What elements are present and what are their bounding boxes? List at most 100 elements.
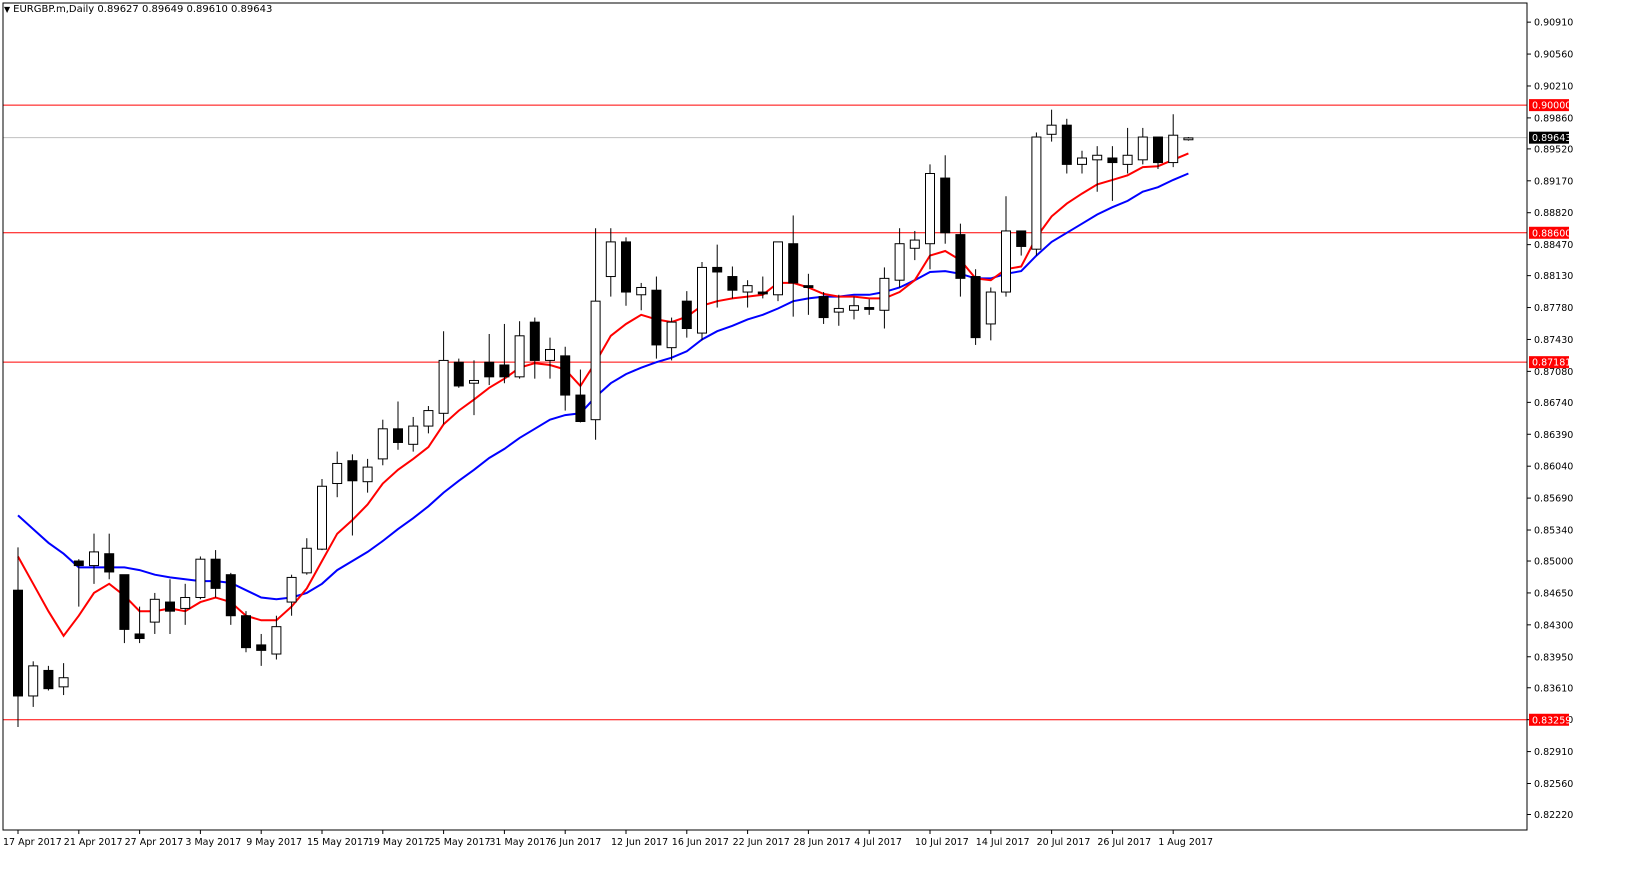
candle-body — [742, 285, 753, 293]
candle — [712, 244, 723, 308]
candle-body — [1046, 124, 1057, 135]
x-tick-label: 20 Jul 2017 — [1037, 837, 1091, 848]
y-tick-label: 0.85000 — [1534, 557, 1573, 568]
candle-body — [408, 425, 419, 445]
candle — [377, 419, 388, 466]
y-tick-label: 0.88820 — [1534, 208, 1573, 219]
candle-body — [940, 177, 951, 234]
axes: 0.90910 0.90560 0.90210 0.89860 0.89520 0.891… — [2, 2, 1573, 848]
candle-body — [1122, 154, 1133, 165]
candle — [347, 454, 358, 536]
candle-body — [499, 364, 510, 378]
candle-body — [469, 379, 479, 384]
candle — [529, 317, 540, 379]
level-label-bg — [1529, 713, 1569, 726]
x-tick-label: 1 Aug 2017 — [1158, 837, 1213, 848]
candle-body — [1077, 157, 1087, 165]
x-tick-label: 25 May 2017 — [429, 837, 491, 848]
candle-body — [104, 553, 115, 573]
candle — [28, 661, 39, 707]
ohlc-readout: 0.89627 0.89649 0.89610 0.89643 — [97, 4, 273, 15]
candle — [301, 538, 312, 575]
candle — [271, 615, 282, 660]
y-tick-label: 0.87780 — [1534, 303, 1573, 314]
candle — [1092, 146, 1103, 192]
y-tick-label: 0.84650 — [1534, 588, 1573, 599]
x-tick-label: 31 May 2017 — [489, 837, 551, 848]
candle-body — [438, 359, 449, 414]
candle-body — [484, 361, 495, 378]
candle-body — [1137, 136, 1148, 161]
candle — [13, 547, 23, 727]
candle — [195, 556, 206, 600]
candle — [909, 230, 920, 261]
candle — [408, 416, 419, 452]
candle — [985, 287, 996, 341]
candle-body — [149, 598, 160, 623]
candle — [469, 360, 479, 416]
candle — [925, 164, 935, 270]
candle-body — [955, 234, 966, 279]
candle — [165, 579, 175, 634]
candles — [13, 109, 1194, 727]
triangle-down-icon[interactable]: ▼ — [4, 5, 11, 14]
candle-body — [605, 241, 616, 278]
x-tick-label: 21 Apr 2017 — [64, 837, 123, 848]
candle-body — [864, 307, 875, 310]
y-tick-label: 0.83610 — [1534, 683, 1573, 694]
candle — [1137, 127, 1148, 165]
candle-body — [165, 601, 175, 612]
candle — [864, 299, 875, 315]
candle — [757, 276, 768, 299]
candle-body — [423, 410, 434, 427]
candle-body — [317, 485, 327, 550]
y-tick-label: 0.82560 — [1534, 779, 1573, 790]
candle — [773, 241, 783, 302]
candle — [818, 292, 829, 324]
candle — [590, 228, 601, 440]
x-tick-label: 19 May 2017 — [368, 837, 430, 848]
candle — [73, 559, 84, 607]
candle — [788, 215, 799, 317]
level-label-bg — [1529, 99, 1569, 112]
candle — [940, 155, 951, 244]
candle — [256, 633, 267, 666]
candle — [1061, 118, 1072, 174]
candle — [438, 331, 449, 425]
candle-body — [757, 291, 768, 295]
candle-body — [377, 428, 388, 460]
y-tick-label: 0.87430 — [1534, 335, 1573, 346]
candle-body — [241, 615, 251, 649]
candle — [1153, 136, 1163, 169]
candle — [970, 269, 981, 345]
x-tick-label: 10 Jul 2017 — [915, 837, 969, 848]
candle — [453, 358, 464, 388]
y-tick-label: 0.82910 — [1534, 747, 1573, 758]
candle-body — [788, 243, 799, 284]
candle — [43, 665, 54, 691]
candle — [681, 291, 692, 338]
y-tick-label: 0.82220 — [1534, 810, 1573, 821]
candle-body — [225, 574, 236, 617]
current-price-label: 0.89643 — [1532, 133, 1571, 144]
level-lines — [3, 104, 1527, 721]
candle-body — [347, 460, 358, 482]
x-tick-label: 12 Jun 2017 — [611, 837, 668, 848]
x-tick-label: 9 May 2017 — [246, 837, 302, 848]
candle-body — [773, 241, 783, 296]
y-tick-label: 0.89170 — [1534, 176, 1573, 187]
x-tick-label: 3 May 2017 — [185, 837, 241, 848]
candle — [605, 228, 616, 297]
candle — [575, 369, 586, 423]
candle — [514, 321, 525, 379]
candle — [119, 574, 130, 644]
current-price-label-bg — [1529, 131, 1569, 144]
chart-title: ▼ EURGBP.m,Daily 0.89627 0.89649 0.89610 … — [4, 4, 272, 15]
candle-body — [1001, 230, 1011, 293]
candle — [241, 611, 251, 653]
candle — [849, 296, 859, 320]
candle-body — [453, 361, 464, 387]
